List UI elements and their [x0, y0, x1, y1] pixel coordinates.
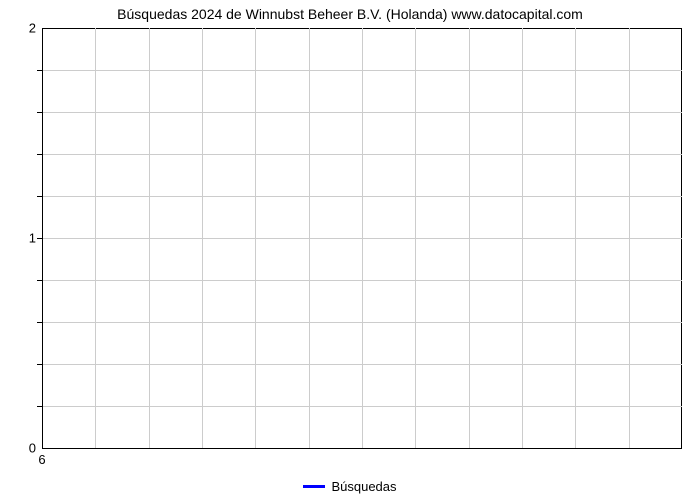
y-tick-label: 0	[4, 441, 36, 456]
grid-hline	[42, 196, 682, 197]
chart-title: Búsquedas 2024 de Winnubst Beheer B.V. (…	[0, 6, 700, 22]
grid-hline	[42, 406, 682, 407]
grid-hline	[42, 112, 682, 113]
y-tick-minor	[37, 364, 42, 365]
grid-hline	[42, 238, 682, 239]
grid-hline	[42, 364, 682, 365]
y-tick-minor	[37, 196, 42, 197]
x-tick-label: 6	[38, 452, 45, 467]
y-tick-minor	[37, 70, 42, 71]
x-axis-line	[42, 448, 682, 449]
y-tick-label: 1	[4, 231, 36, 246]
grid-hline	[42, 322, 682, 323]
grid-hline	[42, 154, 682, 155]
y-tick-minor	[37, 238, 42, 239]
y-tick-minor	[37, 112, 42, 113]
y-tick-minor	[37, 322, 42, 323]
grid-hline	[42, 280, 682, 281]
legend-label: Búsquedas	[331, 479, 396, 494]
legend-item: Búsquedas	[303, 479, 396, 494]
y-tick-minor	[37, 406, 42, 407]
y-axis-line	[42, 28, 43, 448]
legend: Búsquedas	[0, 475, 700, 494]
grid-hline	[42, 70, 682, 71]
y-tick-minor	[37, 280, 42, 281]
legend-swatch	[303, 485, 325, 488]
y-tick-label: 2	[4, 21, 36, 36]
y-tick-minor	[37, 154, 42, 155]
